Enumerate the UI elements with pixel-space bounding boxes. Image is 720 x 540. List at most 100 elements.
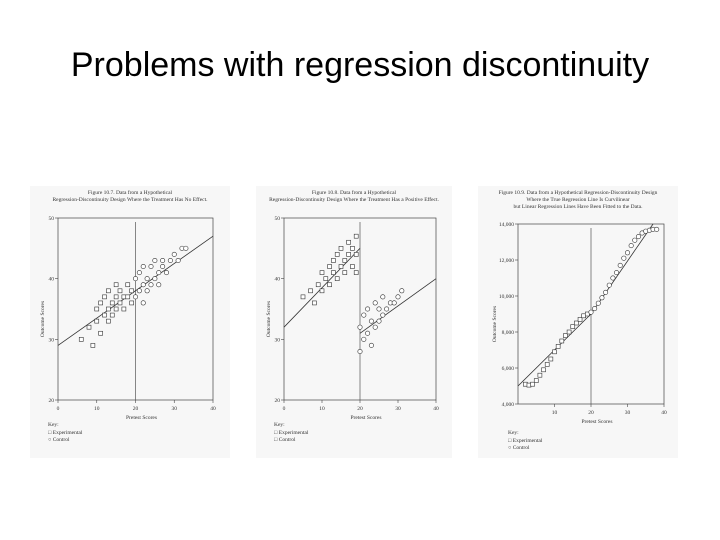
figure-caption-line: but Linear Regression Lines Have Been Fi… [513, 204, 643, 210]
data-point-square [117, 300, 123, 306]
data-point-square [350, 246, 355, 251]
x-tick-label: 20 [357, 406, 363, 412]
data-point-square [342, 258, 348, 263]
data-point-circle [167, 257, 173, 263]
data-point-square [106, 306, 111, 312]
data-point-circle [144, 276, 150, 282]
data-point-circle [148, 282, 154, 288]
legend: Key: □ Experimental ○ Control [508, 430, 542, 453]
data-point-circle [361, 336, 367, 342]
data-point-circle [136, 288, 142, 294]
data-point-circle [376, 318, 382, 324]
data-point-circle [136, 270, 142, 276]
y-tick-label: 8,000 [502, 330, 515, 336]
data-point-square [300, 294, 306, 300]
data-point-square [312, 300, 317, 306]
y-tick-label: 50 [49, 216, 55, 222]
data-point-square [350, 264, 355, 269]
data-point-circle [368, 318, 374, 324]
legend-title: Key: [274, 422, 285, 428]
data-point-square [109, 300, 115, 306]
data-point-square [86, 324, 92, 330]
regression-line [283, 248, 361, 328]
y-tick-label: 30 [49, 337, 55, 343]
data-point-square [319, 270, 325, 275]
data-point-square [327, 282, 332, 288]
data-point-square [577, 317, 583, 322]
data-point-circle [621, 255, 627, 261]
data-point-circle [160, 264, 166, 270]
data-point-square [125, 282, 131, 288]
data-point-square [537, 372, 543, 378]
figure-caption-line: Figure 10.7. Data from a Hypothetical [87, 190, 173, 196]
data-point-square [331, 258, 336, 263]
data-point-circle [628, 243, 634, 249]
y-tick-label: 40 [275, 277, 281, 283]
y-tick-label: 30 [275, 337, 281, 343]
data-point-square [353, 252, 359, 257]
data-point-circle [133, 276, 139, 282]
data-point-circle [372, 300, 378, 306]
data-point-circle [635, 234, 641, 240]
y-axis-label: Outcome Scores [492, 306, 498, 342]
data-point-square [129, 288, 134, 294]
y-tick-label: 14,000 [499, 222, 514, 228]
figure-caption: Figure 10.9. Data from a Hypothetical Re… [478, 190, 678, 211]
data-point-circle [357, 324, 363, 330]
data-point-circle [588, 309, 594, 315]
data-point-square [125, 294, 131, 300]
data-point-square [334, 276, 340, 281]
data-point-square [94, 306, 100, 312]
scatter-plot-no-effect: 0 10 20 30 40 20 30 40 50 Pretest Scores Outcome S… [40, 216, 216, 421]
data-point-square [331, 270, 336, 275]
legend-label: Control [52, 437, 70, 443]
data-point-square [327, 264, 332, 269]
legend-label: Control [278, 437, 296, 443]
data-point-circle [365, 306, 371, 312]
y-tick-label: 20 [275, 398, 281, 404]
data-point-circle [133, 294, 139, 300]
data-point-circle [625, 250, 631, 256]
data-point-square [308, 288, 313, 294]
data-point-circle [160, 257, 166, 263]
legend-label: Experimental [52, 429, 83, 436]
y-axis-label: Outcome Scores [40, 301, 46, 337]
x-axis-label: Pretest Scores [126, 415, 157, 421]
legend-item-experimental: □ Experimental [48, 429, 83, 436]
x-tick-label: 20 [133, 406, 139, 412]
data-point-circle [614, 270, 620, 276]
x-tick-label: 40 [210, 406, 216, 412]
data-point-square [541, 367, 546, 373]
legend-label: Control [512, 445, 530, 451]
data-point-square [334, 252, 340, 257]
data-point-circle [156, 282, 162, 288]
data-point-square [563, 333, 568, 338]
x-tick-label: 30 [395, 406, 401, 412]
legend-label: Experimental [278, 429, 309, 436]
x-tick-label: 20 [588, 410, 594, 416]
data-point-square [346, 239, 351, 245]
legend-item-control: ○ Control [48, 437, 70, 443]
data-point-square [574, 320, 579, 326]
data-point-square [570, 324, 576, 329]
data-point-circle [595, 300, 601, 306]
data-point-circle [365, 330, 371, 336]
data-point-square [94, 318, 100, 324]
figure-caption: Figure 10.8. Data from a Hypothetical Re… [256, 190, 452, 204]
data-point-circle [140, 300, 146, 306]
legend-title: Key: [48, 422, 59, 428]
data-point-square [548, 356, 554, 362]
x-tick-label: 30 [625, 410, 631, 416]
data-point-circle [164, 270, 170, 276]
data-point-circle [140, 282, 146, 288]
regression-line [590, 223, 654, 315]
data-point-circle [599, 295, 605, 301]
scatter-plot-curvilinear: 10 20 30 40 4,000 6,000 8,000 10,000 12,000 14,00… [492, 222, 667, 425]
legend: Key: □ Experimental ○ Control [48, 422, 82, 445]
data-point-circle [357, 348, 363, 354]
data-point-square [342, 270, 348, 275]
figure-caption-line: Regression-Discontinuity Design Where th… [52, 197, 208, 203]
data-point-circle [183, 245, 189, 251]
figure-panel-curvilinear: Figure 10.9. Data from a Hypothetical Re… [478, 186, 678, 458]
figure-caption-line: Figure 10.9. Data from a Hypothetical Re… [498, 190, 658, 196]
